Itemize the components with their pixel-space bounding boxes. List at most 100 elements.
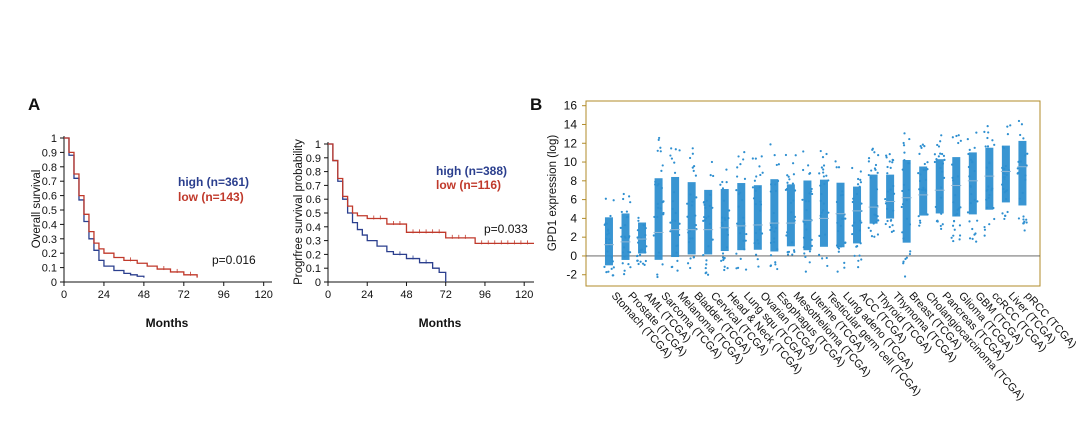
- data-point: [654, 183, 657, 186]
- data-point: [821, 156, 825, 159]
- data-point: [661, 164, 664, 167]
- data-point: [810, 244, 813, 248]
- data-point: [956, 208, 959, 211]
- data-point: [834, 160, 837, 163]
- data-point: [786, 174, 789, 177]
- data-point: [678, 233, 681, 237]
- density-body: [853, 186, 862, 244]
- data-point: [725, 246, 729, 249]
- data-point: [774, 261, 777, 264]
- data-point: [940, 186, 943, 189]
- data-point: [860, 202, 863, 205]
- data-point: [902, 144, 906, 147]
- data-point: [819, 184, 822, 187]
- data-point: [891, 224, 894, 227]
- data-point: [708, 204, 711, 207]
- data-point: [705, 263, 708, 266]
- data-point: [743, 177, 747, 181]
- category-points: [735, 151, 748, 271]
- data-point: [843, 266, 846, 269]
- data-point: [721, 224, 724, 227]
- legend-low: low (n=143): [178, 190, 244, 204]
- data-point: [770, 226, 773, 229]
- data-point: [988, 223, 991, 226]
- legend-low: low (n=116): [436, 178, 501, 192]
- data-point: [958, 238, 961, 241]
- data-point: [638, 251, 642, 254]
- data-point: [922, 168, 925, 172]
- data-point: [675, 251, 678, 254]
- data-point: [983, 234, 986, 237]
- data-point: [686, 215, 689, 218]
- data-point: [644, 259, 647, 263]
- data-point: [924, 168, 927, 172]
- data-point: [873, 235, 876, 238]
- data-point: [937, 155, 940, 158]
- data-point: [673, 171, 677, 174]
- data-point: [671, 219, 674, 222]
- data-point: [966, 211, 970, 214]
- category-points: [900, 132, 912, 278]
- data-point: [1017, 160, 1020, 163]
- data-point: [820, 166, 823, 169]
- data-point: [836, 270, 839, 273]
- data-point: [819, 149, 822, 153]
- data-point: [670, 157, 673, 160]
- data-point: [609, 214, 612, 218]
- data-point: [805, 208, 808, 212]
- data-point: [923, 145, 926, 148]
- y-tick-label: 0.1: [306, 263, 321, 275]
- data-point: [786, 181, 789, 184]
- data-point: [637, 241, 640, 244]
- data-point: [1022, 218, 1025, 221]
- data-point: [851, 200, 854, 204]
- data-point: [743, 151, 746, 154]
- data-point: [857, 259, 860, 262]
- data-point: [920, 188, 923, 191]
- data-point: [886, 172, 889, 175]
- category-points: [784, 153, 797, 256]
- data-point: [656, 275, 659, 279]
- data-point: [959, 139, 962, 142]
- data-point: [777, 163, 780, 166]
- data-point: [653, 215, 656, 219]
- data-point: [787, 175, 790, 178]
- data-point: [870, 169, 873, 172]
- data-point: [851, 224, 854, 227]
- data-point: [720, 221, 724, 224]
- y-tick-label: 0: [51, 277, 57, 289]
- data-point: [941, 223, 944, 226]
- data-point: [606, 233, 609, 236]
- data-point: [954, 214, 957, 217]
- data-point: [827, 179, 830, 182]
- data-point: [803, 252, 806, 255]
- data-point: [689, 266, 692, 270]
- y-tick-label: 0.6: [306, 194, 321, 206]
- data-point: [703, 215, 706, 219]
- data-point: [986, 145, 990, 148]
- data-point: [1025, 164, 1028, 167]
- data-point: [727, 217, 730, 220]
- data-point: [901, 231, 904, 234]
- y-tick-label: 0.9: [42, 147, 57, 159]
- data-point: [884, 197, 887, 201]
- data-point: [607, 270, 610, 273]
- data-point: [808, 261, 811, 264]
- data-point: [857, 177, 860, 181]
- data-point: [621, 251, 624, 254]
- data-point: [629, 266, 632, 269]
- data-point: [1001, 212, 1004, 215]
- data-point: [924, 188, 927, 191]
- data-point: [692, 256, 695, 259]
- data-point: [736, 166, 739, 169]
- data-point: [859, 181, 863, 184]
- category-points: [917, 143, 929, 227]
- data-point: [752, 197, 756, 200]
- data-point: [1022, 137, 1025, 140]
- data-point: [674, 148, 677, 151]
- data-point: [736, 175, 739, 178]
- data-point: [805, 228, 808, 231]
- data-point: [810, 190, 813, 193]
- category-points: [1000, 124, 1012, 221]
- data-point: [991, 187, 994, 190]
